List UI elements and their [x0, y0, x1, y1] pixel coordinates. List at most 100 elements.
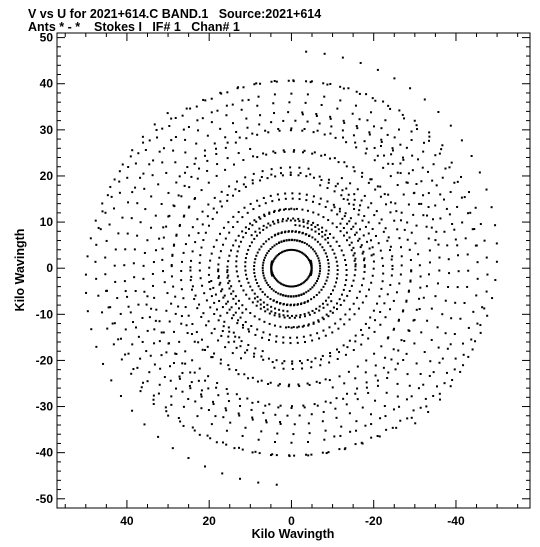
uv-point: [321, 226, 324, 229]
uv-point: [319, 264, 322, 267]
uv-point: [380, 140, 383, 143]
uv-point: [232, 122, 235, 125]
uv-point: [307, 323, 310, 326]
uv-point: [215, 441, 218, 444]
uv-point: [288, 455, 291, 458]
uv-point: [292, 217, 295, 220]
uv-point: [230, 249, 233, 252]
uv-point: [267, 238, 270, 241]
uv-point: [256, 199, 259, 202]
uv-point: [280, 251, 283, 254]
uv-point: [217, 263, 220, 266]
uv-point: [273, 314, 276, 317]
uv-point: [276, 193, 279, 196]
uv-point: [174, 312, 177, 315]
uv-point: [300, 362, 303, 365]
uv-point: [303, 301, 306, 304]
uv-point: [225, 443, 228, 446]
uv-point: [453, 333, 456, 336]
uv-point: [204, 99, 207, 102]
uv-point: [451, 223, 454, 226]
uv-point: [454, 301, 457, 304]
uv-point: [319, 267, 322, 270]
uv-point: [181, 114, 184, 117]
uv-point: [415, 362, 418, 365]
uv-point: [436, 326, 439, 329]
uv-point: [318, 309, 321, 312]
uv-point: [326, 237, 329, 240]
uv-point: [357, 239, 360, 242]
uv-point: [244, 426, 247, 429]
uv-point: [318, 203, 321, 206]
uv-point: [298, 224, 301, 227]
uv-point: [303, 315, 306, 318]
uv-point: [270, 305, 273, 308]
uv-point: [370, 436, 373, 439]
uv-point: [348, 318, 351, 321]
uv-point: [462, 364, 465, 367]
uv-point: [384, 356, 387, 359]
uv-point: [235, 270, 238, 273]
uv-point: [411, 154, 414, 157]
uv-point: [307, 299, 310, 302]
uv-point: [260, 379, 263, 382]
uv-point: [338, 298, 341, 301]
uv-point: [396, 184, 399, 187]
uv-point: [365, 295, 368, 298]
uv-point: [121, 163, 124, 166]
uv-point: [247, 98, 250, 101]
uv-point: [289, 336, 292, 339]
uv-point: [177, 194, 180, 197]
uv-point: [419, 275, 422, 278]
uv-point: [345, 279, 348, 282]
uv-point: [238, 245, 241, 248]
uv-point: [438, 398, 441, 401]
uv-point: [428, 135, 431, 138]
uv-point: [198, 367, 201, 370]
uv-point: [285, 239, 288, 242]
uv-point: [212, 207, 215, 210]
uv-point: [167, 342, 170, 345]
uv-point: [338, 210, 341, 213]
uv-point: [265, 281, 268, 284]
uv-point: [293, 454, 296, 457]
uv-point: [143, 251, 146, 254]
uv-point: [444, 299, 447, 302]
uv-point: [373, 146, 376, 149]
uv-point: [334, 256, 337, 259]
uv-point: [483, 239, 486, 242]
uv-point: [250, 241, 253, 244]
uv-point: [95, 345, 98, 348]
uv-point: [248, 245, 251, 248]
uv-point: [198, 303, 201, 306]
uv-point: [240, 108, 243, 111]
uv-point: [157, 392, 160, 395]
uv-point: [127, 352, 130, 355]
uv-point: [189, 266, 192, 269]
uv-point: [124, 353, 127, 356]
uv-point: [393, 327, 396, 330]
uv-point: [262, 196, 265, 199]
uv-point: [323, 153, 326, 156]
y-tick-label: -20: [36, 353, 54, 367]
uv-point: [310, 453, 313, 456]
uv-point: [350, 241, 353, 244]
uv-point: [383, 193, 386, 196]
uv-point: [213, 142, 216, 145]
uv-point: [304, 280, 307, 283]
uv-point: [353, 259, 356, 262]
uv-point: [279, 166, 282, 169]
uv-point: [495, 260, 498, 263]
uv-point: [244, 321, 247, 324]
uv-point: [321, 420, 324, 423]
uv-point: [329, 292, 332, 295]
uv-point: [204, 465, 207, 468]
uv-point: [153, 296, 156, 299]
uv-point: [407, 289, 410, 292]
uv-point: [225, 302, 228, 305]
uv-point: [278, 241, 281, 244]
uv-point: [302, 218, 305, 221]
uv-point: [197, 129, 200, 132]
uv-point: [312, 211, 315, 214]
uv-point: [126, 232, 129, 235]
